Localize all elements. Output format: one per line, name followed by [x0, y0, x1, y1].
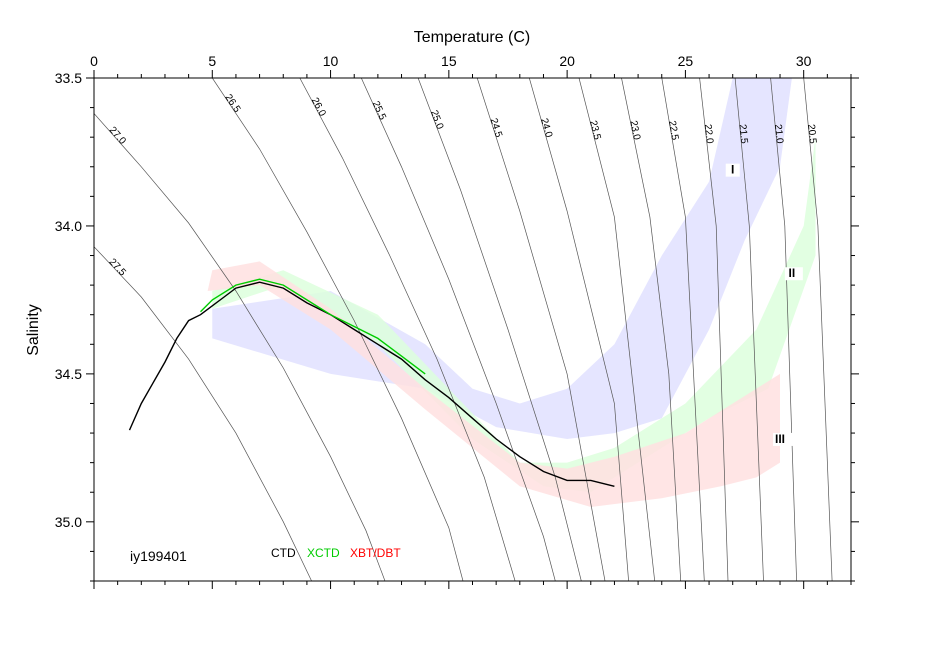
isopycnal-label-24.0: 24.0: [538, 117, 554, 139]
isopycnal-27.5: [94, 246, 312, 581]
isopycnal-label-27.0: 27.0: [107, 125, 128, 147]
zone-label-III: III: [775, 432, 785, 446]
envelope-III: [207, 261, 781, 507]
isopycnal-21.5: [734, 78, 764, 581]
zone-label-bg-I: [725, 163, 740, 177]
y-tick-label: 35.0: [55, 514, 82, 530]
isopycnal-24.0: [528, 78, 629, 581]
isopycnal-label-23.0: 23.0: [627, 120, 642, 142]
isopycnal-label-25.5: 25.5: [370, 100, 388, 123]
isopycnal-label-27.5: 27.5: [106, 257, 128, 279]
isopycnal-26.5: [212, 78, 464, 581]
isopycnal-label-20.5: 20.5: [805, 124, 818, 145]
isopycnal-label-22.5: 22.5: [666, 120, 680, 141]
x-tick-label: 10: [323, 53, 339, 69]
isopycnal-25.5: [360, 78, 556, 581]
isopycnal-22.5: [661, 78, 705, 581]
isopycnal-27.0: [94, 113, 386, 581]
isopycnal-23.5: [578, 78, 656, 581]
isopycnal-26.0: [299, 78, 516, 581]
x-tick-label: 0: [90, 53, 98, 69]
isopycnal-label-24.5: 24.5: [488, 117, 505, 139]
profile-traces: [128, 278, 615, 487]
isopycnal-label-21.0: 21.0: [772, 124, 785, 145]
zone-label-I: I: [731, 163, 734, 177]
xctd-profile-line: [200, 278, 426, 375]
legend-ctd: CTD: [271, 546, 296, 560]
isopycnal-label-22.0: 22.0: [702, 124, 715, 145]
isopycnal-label-26.0: 26.0: [309, 96, 328, 119]
x-tick-label: 5: [208, 53, 216, 69]
isopycnal-contours: [94, 78, 833, 581]
y-axis-title: Salinity: [25, 304, 42, 356]
legend-xbt-dbt: XBT/DBT: [350, 546, 401, 560]
isopycnal-20.5: [803, 78, 833, 581]
axes: 0 5 10 15 20 25 30 33.5 34.0 34.5 35.0: [55, 53, 859, 589]
x-axis-title: Temperature (C): [414, 29, 530, 46]
isopycnal-24.5: [476, 78, 606, 581]
isopycnal-22.0: [699, 78, 729, 581]
isopycnal-label-25.0: 25.0: [428, 109, 445, 132]
isopycnal-label-21.5: 21.5: [737, 124, 750, 145]
water-mass-envelopes: [207, 78, 816, 507]
isopycnal-25.0: [417, 78, 582, 581]
y-tick-label: 34.0: [55, 218, 82, 234]
isopycnal-label-26.5: 26.5: [222, 92, 242, 115]
x-tick-label: 25: [678, 53, 694, 69]
isopycnal-23.0: [621, 78, 682, 581]
ctd-profile-line: [128, 281, 615, 487]
legend-xctd: XCTD: [307, 546, 340, 560]
zone-label-bg-II: [784, 267, 803, 281]
isopycnal-21.0: [770, 78, 797, 581]
x-tick-label: 15: [441, 53, 457, 69]
x-tick-label: 20: [559, 53, 575, 69]
zone-label-bg-III: [773, 432, 796, 446]
x-tick-label: 30: [796, 53, 812, 69]
zone-label-II: II: [789, 266, 796, 280]
isopycnal-label-23.5: 23.5: [587, 119, 603, 141]
y-tick-label: 33.5: [55, 70, 82, 86]
y-tick-label: 34.5: [55, 366, 82, 382]
cruise-label: iy199401: [130, 548, 187, 564]
